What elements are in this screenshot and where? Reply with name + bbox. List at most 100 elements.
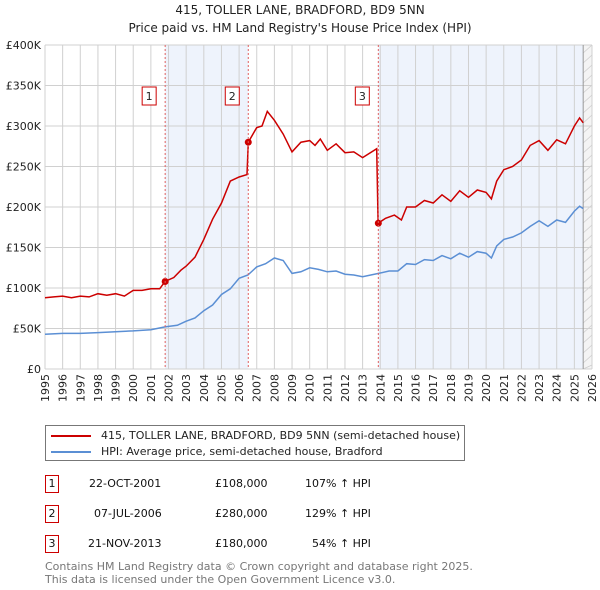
x-tick-label: 2002 <box>163 374 176 402</box>
sale-label-box <box>224 86 240 106</box>
hatch-line <box>582 44 593 54</box>
y-tick-label: £150K <box>6 242 42 255</box>
x-tick-label: 2021 <box>498 374 511 402</box>
sale-label-box <box>354 86 370 106</box>
sale-hpi: 129% ↑ HPI <box>305 507 371 520</box>
y-tick-label: £50K <box>13 323 42 336</box>
sale-number: 2 <box>45 505 59 523</box>
sale-date: 22-OCT-2001 <box>89 477 162 490</box>
sale-row: 3 21-NOV-2013 £180,000 54% ↑ HPI <box>45 535 445 555</box>
x-tick-label: 2017 <box>427 374 440 402</box>
hatch-line <box>582 54 593 64</box>
sale-label: 2 <box>229 90 236 103</box>
y-tick-label: £350K <box>6 80 42 93</box>
hatch-line <box>582 274 593 284</box>
y-tick-label: £250K <box>6 161 42 174</box>
chart-subtitle: Price paid vs. HM Land Registry's House … <box>128 21 471 35</box>
x-tick-label: 2001 <box>145 374 158 402</box>
hatch-line <box>582 264 593 274</box>
sale-hpi: 54% ↑ HPI <box>312 537 371 550</box>
x-tick-label: 2023 <box>533 374 546 402</box>
sale-price: £180,000 <box>215 537 268 550</box>
hatch-line <box>583 364 593 370</box>
hatch-line <box>582 354 593 364</box>
hatch-line <box>582 184 593 194</box>
sale-price: £108,000 <box>215 477 268 490</box>
legend-item-property: 415, TOLLER LANE, BRADFORD, BD9 5NN (sem… <box>51 429 460 442</box>
hatch-line <box>582 214 593 224</box>
x-tick-label: 2025 <box>568 374 581 402</box>
x-tick-label: 1998 <box>92 374 105 402</box>
y-tick-label: £400K <box>6 39 42 52</box>
sale-price: £280,000 <box>215 507 268 520</box>
x-tick-label: 2004 <box>198 374 211 402</box>
legend-item-hpi: HPI: Average price, semi-detached house,… <box>51 445 383 458</box>
x-tick-label: 2000 <box>127 374 140 402</box>
legend-swatch-blue <box>51 450 91 453</box>
y-tick-label: £300K <box>6 120 42 133</box>
chart-title: 415, TOLLER LANE, BRADFORD, BD9 5NN <box>175 3 424 17</box>
y-tick-label: £100K <box>6 282 42 295</box>
hatch-line <box>582 254 593 264</box>
hatch-line <box>582 194 593 204</box>
x-tick-label: 2003 <box>180 374 193 402</box>
series-line-property <box>44 109 584 299</box>
hatch-line <box>582 304 593 314</box>
x-tick-label: 2013 <box>357 374 370 402</box>
hatch-line <box>582 144 593 154</box>
hatch-line <box>582 114 593 124</box>
x-tick-label: 1997 <box>74 374 87 402</box>
x-tick-label: 2024 <box>551 374 564 402</box>
x-tick-label: 2019 <box>462 374 475 402</box>
hatch-line <box>582 134 593 144</box>
hatch-line <box>582 284 593 294</box>
sale-point <box>374 219 382 227</box>
sale-date: 21-NOV-2013 <box>88 537 162 550</box>
legend-swatch-red <box>51 434 91 437</box>
sale-label: 1 <box>146 90 153 103</box>
x-tick-label: 2011 <box>321 374 334 402</box>
x-tick-label: 2022 <box>515 374 528 402</box>
sale-label-box <box>141 86 157 106</box>
x-tick-label: 1999 <box>110 374 123 402</box>
hatch-line <box>582 224 593 234</box>
x-tick-label: 2009 <box>286 374 299 402</box>
x-tick-label: 2026 <box>586 374 599 402</box>
legend: 415, TOLLER LANE, BRADFORD, BD9 5NN (sem… <box>45 425 465 461</box>
sale-label: 3 <box>359 90 366 103</box>
hatch-line <box>582 294 593 304</box>
x-tick-label: 2012 <box>339 374 352 402</box>
sale-date: 07-JUL-2006 <box>94 507 162 520</box>
hatch-line <box>582 94 593 104</box>
sale-row: 2 07-JUL-2006 £280,000 129% ↑ HPI <box>45 505 445 525</box>
hatch-line <box>582 204 593 214</box>
hatch-line <box>582 334 593 344</box>
x-tick-label: 2018 <box>445 374 458 402</box>
x-tick-label: 1995 <box>39 374 52 402</box>
x-tick-label: 2007 <box>251 374 264 402</box>
legend-label: HPI: Average price, semi-detached house,… <box>101 445 383 458</box>
sale-number: 3 <box>45 535 59 553</box>
x-tick-label: 1996 <box>57 374 70 402</box>
footer-copyright: Contains HM Land Registry data © Crown c… <box>45 560 473 573</box>
hatch-line <box>582 84 593 94</box>
hatch-line <box>582 174 593 184</box>
hatch-line <box>582 104 593 114</box>
x-tick-label: 2014 <box>374 374 387 402</box>
y-tick-label: £200K <box>6 201 42 214</box>
series-line-hpi <box>44 205 584 335</box>
x-tick-label: 2005 <box>215 374 228 402</box>
hatch-line <box>582 74 593 84</box>
x-tick-label: 2016 <box>410 374 423 402</box>
x-tick-label: 2015 <box>392 374 405 402</box>
x-tick-label: 2020 <box>480 374 493 402</box>
hatch-line <box>582 154 593 164</box>
legend-label: 415, TOLLER LANE, BRADFORD, BD9 5NN (sem… <box>101 429 461 442</box>
sale-hpi: 107% ↑ HPI <box>305 477 371 490</box>
footer-licence: This data is licensed under the Open Gov… <box>45 573 396 586</box>
x-tick-label: 2008 <box>268 374 281 402</box>
y-tick-label: £0 <box>27 363 41 376</box>
hatch-line <box>582 234 593 244</box>
sale-row: 1 22-OCT-2001 £108,000 107% ↑ HPI <box>45 475 445 495</box>
